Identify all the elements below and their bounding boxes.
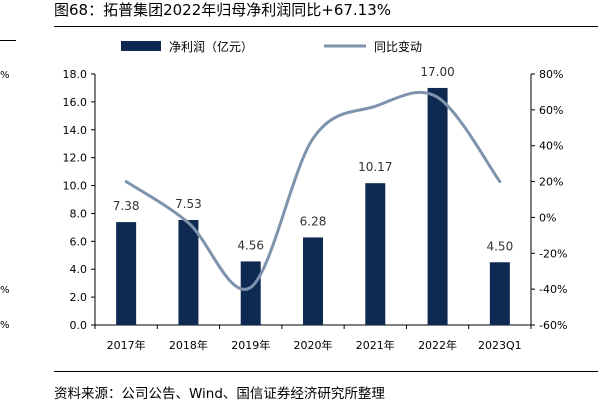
source-note: 资料来源：公司公告、Wind、国信证券经济研究所整理 (54, 386, 385, 402)
yoy-point (374, 105, 376, 107)
bar-value-label: 10.17 (358, 160, 392, 174)
edge-fragment: % (0, 70, 10, 81)
data-labels: 7.38 7.53 4.56 6.28 10.17 17.00 4.50 (113, 65, 513, 253)
y-left-tick-label: 2.0 (70, 291, 88, 304)
bar (365, 183, 386, 325)
source-divider (54, 371, 598, 372)
y-left-tick-label: 0.0 (70, 319, 88, 332)
y-right-tick-label: -60% (539, 319, 567, 332)
yoy-point (499, 181, 501, 183)
bar (427, 87, 448, 325)
x-tick-label: 2022年 (418, 338, 457, 352)
yoy-point (437, 96, 439, 98)
legend-bar-swatch (121, 41, 161, 51)
x-tick-label: 2017年 (107, 338, 146, 352)
x-tick-label: 2019年 (231, 338, 270, 352)
yoy-point (312, 138, 314, 140)
x-tick-label: 2023Q1 (478, 339, 522, 352)
y-left-tick-label: 8.0 (70, 207, 88, 220)
bar (489, 262, 510, 325)
bar (240, 261, 261, 325)
legend-bar-label: 净利润（亿元） (169, 39, 253, 54)
y-right-tick-label: 60% (539, 104, 563, 117)
yoy-line (124, 91, 502, 291)
y-left-tick-label: 16.0 (63, 96, 88, 109)
y-right-tick-label: 40% (539, 140, 563, 153)
bar-value-label: 7.53 (175, 197, 202, 211)
title-divider (54, 26, 598, 27)
y-left-tick-label: 12.0 (63, 152, 88, 165)
edge-fragment: % (0, 285, 10, 296)
y-left-tick-label: 14.0 (63, 124, 88, 137)
bar-value-label: 6.28 (300, 214, 327, 228)
bar (116, 222, 137, 325)
bar-value-label: 7.38 (113, 199, 140, 213)
y-right-tick-label: 20% (539, 176, 563, 189)
y-right-tick-label: -40% (539, 283, 567, 296)
y-right-tick-label: -20% (539, 247, 567, 260)
bar-value-label: 17.00 (420, 65, 454, 79)
bars (116, 87, 510, 325)
legend-line-label: 同比变动 (374, 39, 422, 54)
bar (303, 237, 323, 325)
edge-fragment: % (0, 320, 10, 331)
y-left-tick-label: 10.0 (63, 180, 88, 193)
yoy-point (187, 222, 189, 224)
legend: 净利润（亿元） 同比变动 (121, 39, 422, 54)
figure-title: 图68：拓普集团2022年归母净利润同比+67.13% (54, 1, 392, 19)
x-tick-label: 2021年 (356, 338, 395, 352)
yoy-point (125, 181, 127, 183)
edge-divider (0, 40, 16, 41)
bar-value-label: 4.56 (237, 238, 264, 252)
y-left-tick-label: 6.0 (70, 235, 88, 248)
bar (178, 219, 199, 325)
x-tick-label: 2020年 (294, 338, 333, 352)
bar-value-label: 4.50 (486, 239, 513, 253)
y-left-tick-label: 18.0 (63, 68, 88, 81)
y-right-tick-label: 80% (539, 68, 563, 81)
y-left-tick-label: 4.0 (70, 263, 88, 276)
yoy-point (250, 286, 252, 288)
x-tick-label: 2018年 (169, 338, 208, 352)
y-right-tick-label: 0% (539, 211, 556, 224)
axes: 0.0 2.0 4.0 6.0 8.0 10.0 12.0 14.0 16.0 18.0 -60% -… (63, 68, 568, 352)
